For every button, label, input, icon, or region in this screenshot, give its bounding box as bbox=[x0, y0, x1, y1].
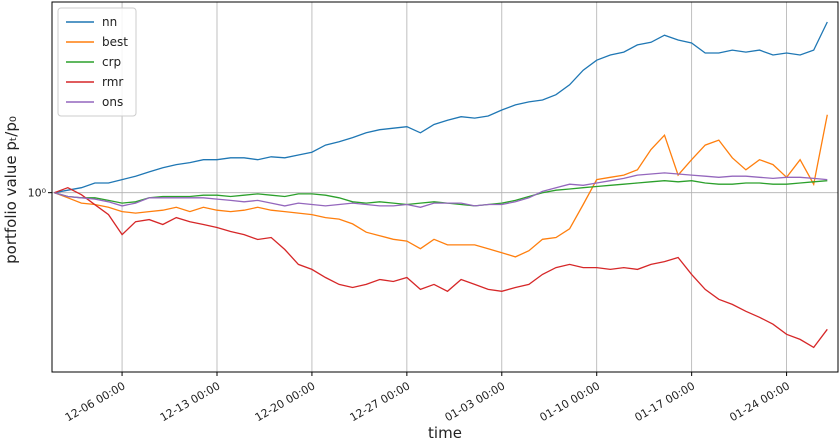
legend-label: rmr bbox=[102, 75, 123, 89]
line bbox=[54, 186, 828, 349]
legend-label: ons bbox=[102, 95, 123, 109]
x-tick-label: 01-17 00:00 bbox=[632, 379, 697, 424]
plot-frame bbox=[51, 1, 839, 373]
legend-label: crp bbox=[102, 55, 121, 69]
line bbox=[54, 172, 828, 208]
x-tick-label: 01-24 00:00 bbox=[727, 379, 792, 424]
y-axis-label: portfolio value pₜ/p₀ bbox=[2, 116, 20, 264]
line bbox=[54, 180, 828, 207]
x-tick-label: 12-27 00:00 bbox=[348, 379, 413, 424]
y-tick-label: 10⁰ bbox=[28, 187, 47, 200]
line bbox=[54, 21, 828, 194]
x-tick-label: 12-06 00:00 bbox=[63, 379, 128, 424]
legend-label: best bbox=[102, 35, 128, 49]
x-tick-label: 12-20 00:00 bbox=[253, 379, 318, 424]
x-tick-label: 12-13 00:00 bbox=[158, 379, 223, 424]
x-tick-label: 01-10 00:00 bbox=[538, 379, 603, 424]
x-tick-label: 01-03 00:00 bbox=[443, 379, 508, 424]
line bbox=[54, 114, 828, 258]
legend-box bbox=[57, 7, 137, 117]
x-axis-label: time bbox=[428, 424, 462, 442]
legend-label: nn bbox=[102, 15, 117, 29]
